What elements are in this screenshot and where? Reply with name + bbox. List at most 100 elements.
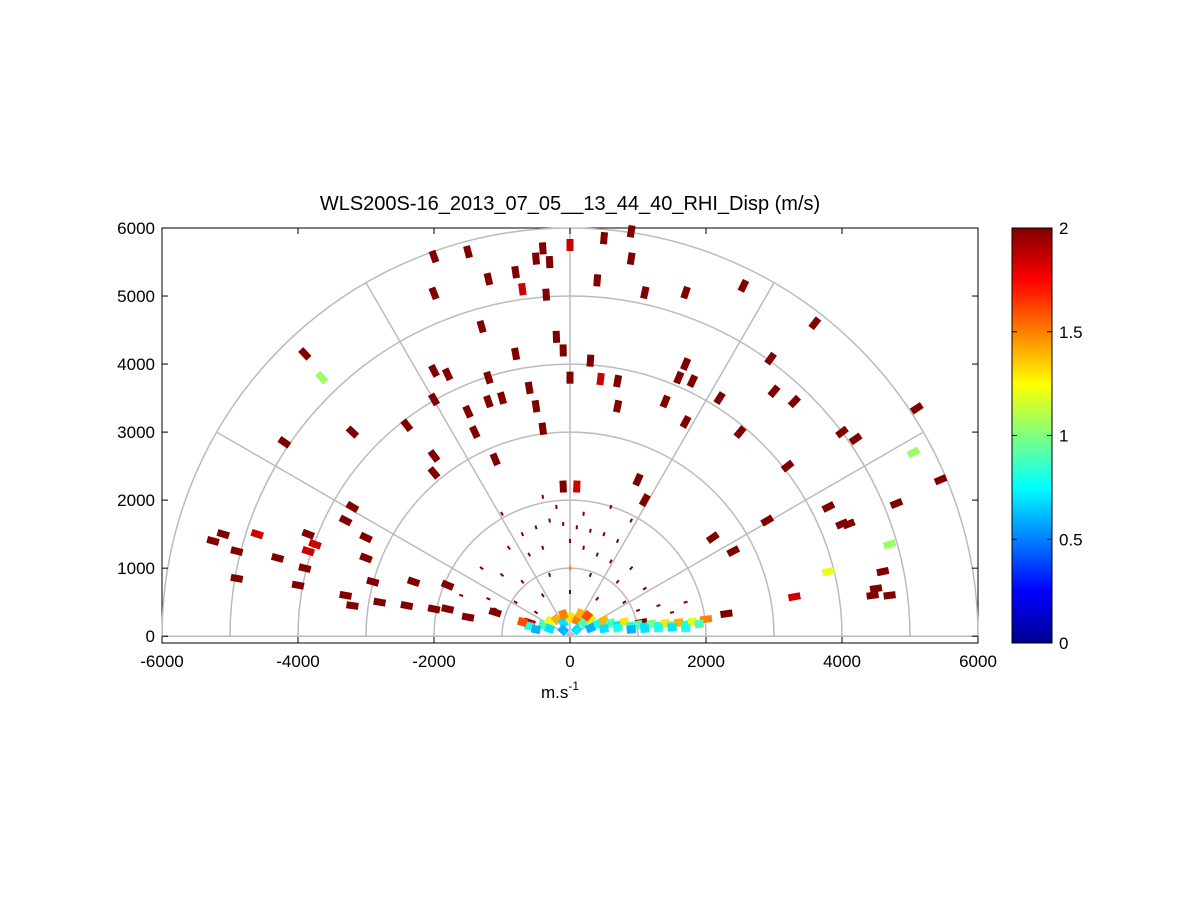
data-point-core — [543, 623, 556, 635]
data-point — [400, 418, 414, 433]
data-point — [737, 278, 750, 293]
data-point-small — [527, 552, 531, 557]
data-point — [469, 425, 481, 440]
data-point — [483, 272, 494, 286]
data-point — [531, 252, 541, 265]
data-point — [427, 392, 441, 407]
data-point — [277, 436, 292, 449]
data-point — [463, 245, 473, 259]
data-point — [821, 566, 836, 577]
data-point-small — [582, 545, 585, 550]
data-point — [686, 374, 699, 388]
data-point — [559, 480, 567, 493]
y-tick-label: 0 — [146, 627, 155, 646]
data-point-small — [534, 525, 538, 530]
colorbar-gradient — [1011, 227, 1053, 644]
data-point-small — [569, 566, 571, 571]
data-point — [250, 528, 264, 540]
data-point — [869, 584, 883, 593]
data-point — [719, 609, 733, 619]
data-point-core — [516, 616, 528, 628]
data-point — [462, 404, 474, 419]
data-point-small — [683, 600, 688, 604]
data-point — [298, 347, 312, 361]
data-point — [787, 592, 801, 602]
data-point-small — [486, 597, 491, 601]
data-point — [230, 546, 244, 557]
data-point — [427, 604, 441, 614]
data-point — [345, 601, 359, 610]
data-point — [483, 394, 494, 409]
data-point — [338, 514, 353, 527]
data-point — [206, 536, 220, 546]
data-point — [764, 351, 777, 366]
data-point — [461, 612, 475, 622]
data-point — [600, 231, 608, 245]
data-point — [345, 500, 360, 514]
data-point-small — [629, 566, 634, 571]
data-point — [726, 545, 741, 558]
data-point — [705, 531, 720, 544]
data-point — [659, 394, 671, 409]
data-point — [298, 563, 312, 574]
data-point — [291, 580, 305, 590]
data-point-core — [557, 616, 569, 629]
y-tick-label: 1000 — [117, 559, 155, 578]
x-tick-label: -6000 — [140, 652, 183, 671]
data-point-small — [569, 538, 571, 543]
data-point-small — [656, 603, 661, 608]
data-point — [593, 274, 602, 287]
data-point-small — [642, 586, 648, 591]
data-point — [440, 579, 455, 591]
x-axis-label-superscript: -1 — [568, 679, 579, 693]
y-tick-label: 2000 — [117, 491, 155, 510]
data-point-small — [588, 572, 592, 578]
data-point — [733, 425, 747, 439]
data-point-small — [595, 596, 600, 601]
data-point-small — [555, 504, 558, 510]
data-point — [632, 472, 644, 487]
data-point-small — [520, 579, 525, 584]
data-point — [373, 597, 387, 607]
data-point-small — [520, 531, 525, 537]
data-point — [559, 344, 567, 357]
data-point-small — [582, 511, 585, 516]
data-point-small — [615, 538, 620, 544]
colorbar-tick-label: 0.5 — [1059, 530, 1083, 549]
data-point — [531, 399, 541, 413]
data-point — [883, 591, 896, 600]
data-point-small — [506, 545, 511, 550]
data-point — [713, 391, 726, 406]
data-point-core — [584, 622, 597, 634]
data-point — [339, 590, 353, 600]
data-point-small — [615, 579, 620, 584]
data-point-small — [635, 608, 641, 612]
data-point-small — [562, 521, 565, 526]
data-point — [673, 370, 685, 385]
data-point-small — [479, 566, 484, 571]
data-point-small — [540, 593, 545, 598]
data-point — [270, 553, 285, 563]
data-point — [680, 357, 692, 371]
data-point-core — [694, 619, 705, 629]
y-tick-label: 4000 — [117, 355, 155, 374]
data-point-core — [530, 624, 542, 635]
data-point — [489, 452, 501, 467]
plot-area: -6000 -4000 -2000 0 2000 4000 6000 0 1000 2000 300… — [117, 219, 997, 671]
data-point — [760, 514, 775, 527]
data-point-core — [570, 623, 583, 636]
x-axis-label: m.s-1 — [541, 679, 579, 702]
grid-spoke — [569, 282, 775, 637]
colorbar-tick-label: 0 — [1059, 634, 1068, 653]
data-point-small — [499, 572, 505, 578]
data-point-core — [558, 608, 569, 620]
data-point — [488, 607, 502, 618]
x-tick-label: 0 — [565, 652, 574, 671]
data-point-small — [548, 518, 551, 523]
data-point-small — [589, 528, 592, 533]
data-point-small — [609, 504, 613, 510]
data-point-core — [566, 612, 574, 622]
data-point — [476, 319, 487, 334]
data-point — [518, 282, 527, 296]
